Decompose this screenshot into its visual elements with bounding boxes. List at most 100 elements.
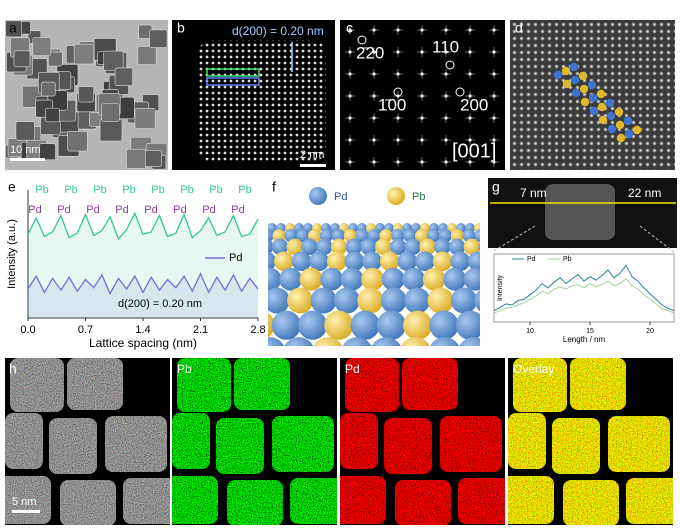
- atom-sphere: [463, 238, 480, 255]
- atom: [587, 80, 597, 90]
- atom-sphere: [344, 251, 365, 272]
- spot: [348, 28, 352, 32]
- atom-sphere: [415, 229, 429, 243]
- spot: [444, 116, 448, 120]
- x-tick-label: 0.7: [78, 324, 93, 336]
- spot: [468, 138, 472, 142]
- atom-sphere: [320, 267, 343, 291]
- scale-label: 5 nm: [12, 496, 36, 508]
- nanocube: [234, 358, 290, 410]
- spot: [420, 138, 424, 142]
- atom-sphere: [286, 238, 303, 255]
- x-axis-label: Length / nm: [563, 335, 606, 344]
- nanocube: [177, 358, 231, 412]
- spot: [492, 50, 496, 54]
- atom-sphere: [615, 288, 641, 314]
- scan-end: 22 nm: [628, 186, 661, 200]
- scale-bar: [10, 158, 45, 161]
- series-line: [493, 264, 675, 312]
- atom: [578, 71, 588, 81]
- x-tick-label: 20: [646, 328, 654, 335]
- atom-sphere: [628, 268, 651, 291]
- atom-sphere: [545, 288, 571, 314]
- guide: [639, 225, 675, 253]
- atom-sphere: [268, 287, 290, 314]
- atom-sphere: [404, 238, 422, 255]
- nanocube: [60, 480, 116, 525]
- spot: [348, 50, 352, 54]
- nanocube: [99, 118, 123, 142]
- atom-sphere: [287, 287, 314, 314]
- atom-sphere: [397, 251, 418, 272]
- legend-sphere: [309, 187, 327, 205]
- atom: [580, 97, 590, 107]
- panel-label: a: [9, 20, 17, 36]
- atom-sphere: [450, 287, 477, 314]
- peak-label: Pb: [122, 184, 135, 196]
- spot-index: 1̄00: [378, 95, 406, 114]
- spot: [420, 72, 424, 76]
- nanocube: [508, 476, 554, 524]
- atom: [570, 75, 580, 85]
- nanocube: [513, 358, 567, 412]
- nanocube: [123, 478, 170, 524]
- spot-index: 200: [460, 95, 488, 114]
- row-blue: [206, 77, 260, 86]
- nanocube: [395, 480, 451, 525]
- nanocube: [49, 418, 97, 474]
- map-label: Overlay: [513, 362, 554, 376]
- atom-sphere: [534, 311, 563, 340]
- series-line: [493, 278, 675, 314]
- nanocube: [114, 67, 133, 86]
- peak-label: Pd: [202, 204, 215, 216]
- spot: [444, 72, 448, 76]
- atom-sphere: [291, 251, 312, 272]
- nanocube: [402, 358, 458, 410]
- panel-label: g: [492, 179, 500, 195]
- atom-sphere: [268, 312, 275, 338]
- area-fill: [28, 273, 258, 318]
- map: [508, 358, 673, 525]
- atom: [562, 79, 572, 89]
- nanocube: [227, 480, 283, 525]
- nanocube: [67, 131, 88, 152]
- atom-sphere: [525, 268, 548, 291]
- atom: [607, 124, 617, 134]
- spot: [444, 138, 448, 142]
- atom-sphere: [426, 229, 441, 243]
- y-axis-label: Intensity (a.u.): [6, 219, 18, 289]
- atom-sphere: [427, 287, 454, 314]
- atom: [597, 102, 607, 112]
- atom: [598, 115, 608, 125]
- peak-label: Pd: [86, 204, 99, 216]
- map: [172, 358, 337, 525]
- atom-sphere: [422, 267, 446, 291]
- peak-label: Pd: [115, 204, 128, 216]
- annotation: d(200) = 0.20 nm: [118, 298, 202, 310]
- spot: [468, 94, 472, 98]
- nanocube: [340, 413, 378, 469]
- atom-sphere: [268, 267, 282, 291]
- x-tick-label: 1.4: [135, 324, 150, 336]
- spot: [444, 50, 448, 54]
- nanocube: [45, 107, 60, 123]
- spot: [372, 94, 376, 98]
- nanocube: [626, 478, 673, 524]
- atom-sphere: [297, 310, 328, 340]
- legend-sphere: [387, 187, 405, 205]
- atom: [571, 88, 581, 98]
- spot-ring: [445, 60, 455, 70]
- nanocube: [570, 358, 626, 410]
- spot: [348, 94, 352, 98]
- nanocube: [101, 103, 120, 122]
- atom-sphere: [271, 310, 301, 340]
- spot: [372, 72, 376, 76]
- spot: [372, 50, 376, 54]
- legend-label: Pd: [229, 252, 242, 264]
- atom-sphere: [568, 288, 594, 314]
- nanocube: [5, 20, 23, 38]
- spot: [468, 160, 472, 164]
- x-tick-label: 2.8: [250, 324, 265, 336]
- spot: [348, 138, 352, 142]
- atom-sphere: [375, 238, 392, 255]
